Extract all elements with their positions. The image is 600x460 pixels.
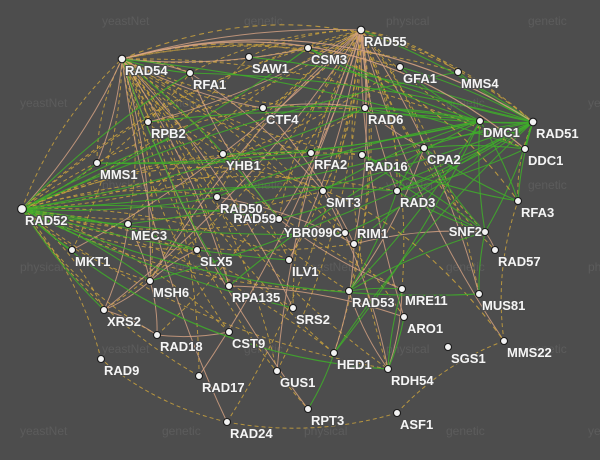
svg-text:RDH54: RDH54 <box>391 373 434 388</box>
svg-text:RAD3: RAD3 <box>400 195 435 210</box>
svg-text:CPA2: CPA2 <box>427 152 461 167</box>
svg-text:RAD6: RAD6 <box>368 112 403 127</box>
svg-text:MEC3: MEC3 <box>131 228 167 243</box>
svg-text:ILV1: ILV1 <box>292 264 319 279</box>
svg-text:RAD9: RAD9 <box>104 363 139 378</box>
svg-text:DDC1: DDC1 <box>528 153 563 168</box>
svg-text:ARO1: ARO1 <box>407 321 443 336</box>
svg-text:RPT3: RPT3 <box>311 413 344 428</box>
svg-text:MMS22: MMS22 <box>507 345 552 360</box>
svg-text:CTF4: CTF4 <box>266 112 299 127</box>
svg-text:physical: physical <box>20 260 63 274</box>
svg-text:XRS2: XRS2 <box>107 314 141 329</box>
svg-text:ASF1: ASF1 <box>400 417 433 432</box>
svg-text:genetic: genetic <box>528 178 567 192</box>
svg-text:RAD59: RAD59 <box>233 211 276 226</box>
svg-text:genetic: genetic <box>162 424 201 438</box>
svg-text:HED1: HED1 <box>337 357 372 372</box>
svg-text:SLX5: SLX5 <box>200 254 233 269</box>
svg-text:RAD57: RAD57 <box>498 254 541 269</box>
svg-text:genetic: genetic <box>528 14 567 28</box>
svg-text:physical: physical <box>386 14 429 28</box>
svg-text:RAD24: RAD24 <box>230 426 273 441</box>
svg-text:RAD16: RAD16 <box>365 159 408 174</box>
svg-text:SNF2: SNF2 <box>449 224 482 239</box>
svg-text:RPA135: RPA135 <box>232 290 280 305</box>
svg-text:RFA2: RFA2 <box>314 157 347 172</box>
svg-text:yeastNet: yeastNet <box>102 14 150 28</box>
svg-text:YHB1: YHB1 <box>226 158 261 173</box>
svg-text:MMS1: MMS1 <box>100 167 138 182</box>
svg-text:physical: physical <box>588 260 600 274</box>
svg-text:yeastNet: yeastNet <box>20 424 68 438</box>
svg-text:genetic: genetic <box>446 424 485 438</box>
svg-text:MSH6: MSH6 <box>153 285 189 300</box>
svg-text:RAD54: RAD54 <box>125 63 168 78</box>
svg-text:RPB2: RPB2 <box>151 126 186 141</box>
svg-text:MUS81: MUS81 <box>482 298 525 313</box>
svg-text:SGS1: SGS1 <box>451 351 486 366</box>
svg-text:YBR099C: YBR099C <box>283 225 342 240</box>
svg-text:yeastNet: yeastNet <box>20 96 68 110</box>
svg-text:yeastNet: yeastNet <box>588 424 600 438</box>
svg-text:RAD51: RAD51 <box>536 126 579 141</box>
svg-text:RAD53: RAD53 <box>352 295 395 310</box>
svg-text:SAW1: SAW1 <box>252 61 289 76</box>
svg-text:CST9: CST9 <box>232 336 265 351</box>
svg-text:DMC1: DMC1 <box>483 125 520 140</box>
svg-text:RAD52: RAD52 <box>25 213 68 228</box>
svg-text:yeastNet: yeastNet <box>102 342 150 356</box>
svg-text:SRS2: SRS2 <box>296 312 330 327</box>
svg-text:MMS4: MMS4 <box>461 76 499 91</box>
svg-text:CSM3: CSM3 <box>311 52 347 67</box>
svg-text:MRE11: MRE11 <box>405 293 448 308</box>
svg-text:yeastNet: yeastNet <box>588 96 600 110</box>
svg-text:RIM1: RIM1 <box>357 226 388 241</box>
svg-text:RAD17: RAD17 <box>202 380 245 395</box>
svg-text:RFA1: RFA1 <box>193 77 226 92</box>
svg-text:RFA3: RFA3 <box>521 205 554 220</box>
svg-text:MKT1: MKT1 <box>75 254 110 269</box>
svg-text:SMT3: SMT3 <box>326 195 361 210</box>
svg-text:GFA1: GFA1 <box>403 71 437 86</box>
svg-text:RAD55: RAD55 <box>364 34 407 49</box>
svg-text:GUS1: GUS1 <box>280 375 315 390</box>
svg-text:RAD18: RAD18 <box>160 339 203 354</box>
